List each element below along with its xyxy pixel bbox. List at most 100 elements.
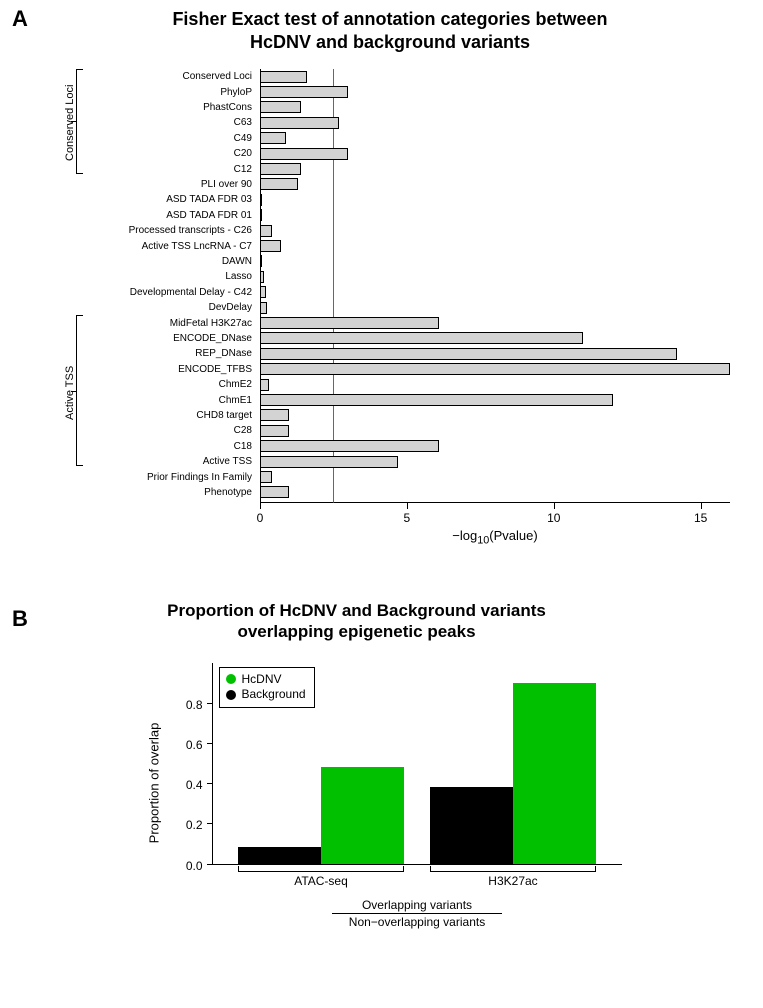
bar-label: Processed transcripts - C26 bbox=[129, 225, 252, 236]
x-tick-label: 15 bbox=[694, 511, 707, 525]
bar-label: DevDelay bbox=[209, 302, 252, 313]
panel-b-title-line1: Proportion of HcDNV and Background varia… bbox=[167, 601, 546, 620]
xlabel-suffix: (Pvalue) bbox=[489, 528, 537, 543]
bar bbox=[260, 101, 301, 113]
bar-row: Conserved Loci bbox=[260, 69, 730, 84]
bar-row: Developmental Delay - C42 bbox=[260, 285, 730, 300]
bar-label: C49 bbox=[234, 133, 252, 144]
legend-swatch bbox=[226, 690, 236, 700]
bar bbox=[260, 409, 289, 421]
group-label: H3K27ac bbox=[488, 874, 537, 888]
bar-label: C20 bbox=[234, 148, 252, 159]
bar-label: ChmE2 bbox=[219, 379, 252, 390]
panel-b-title-line2: overlapping epigenetic peaks bbox=[237, 622, 475, 641]
group-label: ATAC-seq bbox=[294, 874, 348, 888]
bar bbox=[260, 240, 281, 252]
panel-b-title: Proportion of HcDNV and Background varia… bbox=[10, 600, 703, 643]
bar-row: PhyloP bbox=[260, 84, 730, 99]
bar-label: Active TSS LncRNA - C7 bbox=[142, 241, 252, 252]
y-tick bbox=[207, 823, 213, 824]
y-tick-label: 0.6 bbox=[186, 738, 203, 752]
y-tick bbox=[207, 864, 213, 865]
panel-b-plot-wrap: Proportion of overlap HcDNVBackground Ov… bbox=[122, 653, 642, 913]
legend-swatch bbox=[226, 674, 236, 684]
x-tick-label: 0 bbox=[257, 511, 264, 525]
bar-label: Lasso bbox=[225, 271, 252, 282]
bar bbox=[260, 394, 613, 406]
bar bbox=[260, 486, 289, 498]
panel-a: Fisher Exact test of annotation categori… bbox=[30, 8, 750, 549]
panel-a-plot: −log10(Pvalue) Conserved LociPhyloPPhast… bbox=[30, 59, 750, 549]
group-bracket bbox=[430, 866, 597, 872]
bar-label: ASD TADA FDR 03 bbox=[166, 194, 252, 205]
bar bbox=[260, 209, 262, 221]
bar bbox=[260, 148, 348, 160]
bar-row: Prior Findings In Family bbox=[260, 469, 730, 484]
bar-row: REP_DNase bbox=[260, 346, 730, 361]
bar-label: ENCODE_TFBS bbox=[178, 364, 252, 375]
bar-row: C63 bbox=[260, 115, 730, 130]
bar-label: CHD8 target bbox=[196, 410, 252, 421]
bar-row: Lasso bbox=[260, 269, 730, 284]
bar-label: Developmental Delay - C42 bbox=[130, 287, 252, 298]
panel-a-title: Fisher Exact test of annotation categori… bbox=[30, 8, 750, 53]
bar-label: MidFetal H3K27ac bbox=[170, 318, 252, 329]
xlabel-sub: 10 bbox=[477, 535, 489, 547]
bar bbox=[260, 363, 730, 375]
bar bbox=[260, 425, 289, 437]
bar bbox=[260, 271, 264, 283]
bar-row: ASD TADA FDR 01 bbox=[260, 208, 730, 223]
bar-row: C28 bbox=[260, 423, 730, 438]
bar-label: REP_DNase bbox=[195, 348, 252, 359]
bar-row: PLI over 90 bbox=[260, 177, 730, 192]
bar-row: CHD8 target bbox=[260, 408, 730, 423]
bar-row: PhastCons bbox=[260, 100, 730, 115]
bar-label: C18 bbox=[234, 441, 252, 452]
bar bbox=[260, 302, 267, 314]
bar-label: PhastCons bbox=[203, 102, 252, 113]
bar-row: DAWN bbox=[260, 254, 730, 269]
y-tick-label: 0.2 bbox=[186, 818, 203, 832]
group-bracket-label: Active TSS bbox=[64, 366, 76, 420]
bar bbox=[321, 767, 404, 863]
bar-label: C12 bbox=[234, 164, 252, 175]
bar bbox=[260, 163, 301, 175]
bar bbox=[260, 194, 262, 206]
bar bbox=[260, 317, 439, 329]
bar bbox=[513, 683, 596, 864]
bar bbox=[260, 456, 398, 468]
bar-label: Active TSS bbox=[203, 456, 252, 467]
panel-a-title-line1: Fisher Exact test of annotation categori… bbox=[172, 9, 607, 29]
bar bbox=[260, 471, 272, 483]
legend-item: Background bbox=[226, 687, 306, 703]
bar-label: C28 bbox=[234, 425, 252, 436]
group-bracket bbox=[76, 69, 77, 174]
bar-row: Processed transcripts - C26 bbox=[260, 223, 730, 238]
xlabel-prefix: −log bbox=[452, 528, 477, 543]
bar bbox=[260, 225, 272, 237]
bar bbox=[238, 847, 321, 863]
bar-row: C20 bbox=[260, 146, 730, 161]
panel-b: Proportion of HcDNV and Background varia… bbox=[0, 600, 763, 913]
ratio-divider bbox=[332, 913, 502, 914]
bar bbox=[260, 255, 262, 267]
y-tick bbox=[207, 743, 213, 744]
legend-item: HcDNV bbox=[226, 672, 306, 688]
bar-row: ChmE2 bbox=[260, 377, 730, 392]
group-bracket bbox=[238, 866, 405, 872]
y-tick-label: 0.8 bbox=[186, 698, 203, 712]
bar-label: PhyloP bbox=[220, 87, 252, 98]
panel-b-legend: HcDNVBackground bbox=[219, 667, 315, 708]
x-tick bbox=[701, 503, 702, 509]
bar bbox=[260, 86, 348, 98]
bar-row: Active TSS bbox=[260, 454, 730, 469]
bar-row: ASD TADA FDR 03 bbox=[260, 192, 730, 207]
bar-row: ENCODE_TFBS bbox=[260, 362, 730, 377]
bar bbox=[260, 178, 298, 190]
ratio-denominator: Non−overlapping variants bbox=[332, 915, 502, 929]
panel-b-plot: HcDNVBackground Overlapping variants Non… bbox=[212, 663, 622, 865]
bar-label: Prior Findings In Family bbox=[147, 472, 252, 483]
page-root: A Fisher Exact test of annotation catego… bbox=[0, 0, 763, 1008]
bar-row: Phenotype bbox=[260, 485, 730, 500]
group-bracket bbox=[76, 315, 77, 466]
